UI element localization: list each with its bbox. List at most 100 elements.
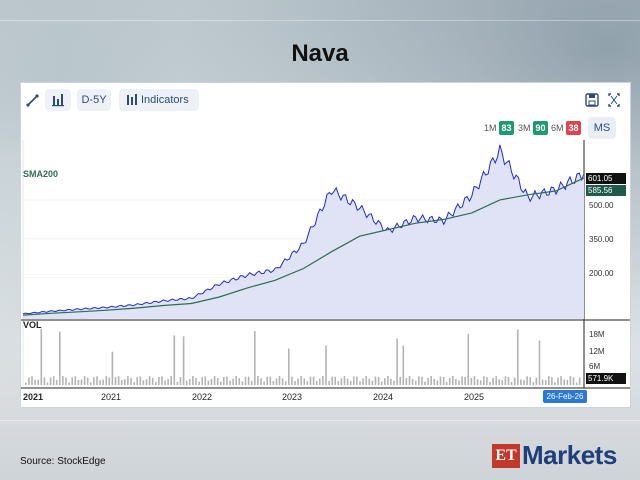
volume-bar [257,376,259,385]
volume-bar [40,329,43,385]
volume-bar [492,377,494,385]
volume-bar [541,379,544,385]
volume-bar [569,376,572,385]
volume-bar [322,376,324,385]
volume-bar [414,380,417,385]
volume-bar [139,376,142,385]
volume-bar [411,378,414,385]
volume-bar [486,377,488,385]
price-volume-chart [21,140,630,389]
volume-bar [204,376,207,385]
volume-bar [523,380,525,385]
volume-bar [59,331,61,385]
price-area [23,144,584,319]
volume-bar [340,378,343,385]
volume-bar [198,381,200,385]
volume-bar [250,380,253,385]
volume-bar [439,376,442,385]
volume-bar [93,377,95,385]
last-date-tag: 26-Feb-26 [543,390,587,403]
last-price-tag: 601.05 [586,173,626,184]
volume-bar [145,379,148,385]
volume-bar [374,376,377,385]
range-6m-label[interactable]: 6M [551,123,564,133]
volume-bar [288,348,290,385]
volume-bar [325,345,327,385]
x-label: 2025 [464,392,485,402]
expand-icon[interactable] [605,89,623,111]
volume-bar [173,335,176,385]
volume-bar [34,379,36,385]
volume-bar [263,381,265,385]
volume-bar [578,377,581,385]
indicators-button[interactable]: Indicators [119,89,199,111]
volume-bar [68,382,70,385]
ms-button[interactable]: MS [588,117,616,139]
volume-bar [309,376,312,385]
volume-bar [575,382,578,385]
volume-bar [452,376,454,385]
logo-et: ET [492,444,520,468]
volume-bar [470,377,473,385]
pencil-icon[interactable] [25,89,41,111]
volume-bar [43,377,46,385]
volume-bar [155,381,157,385]
range-3m-badge: 90 [533,121,548,135]
volume-bar [170,376,172,385]
last-volume-tag: 571.9K [586,373,626,384]
volume-bar [130,377,132,385]
volume-bar [433,379,436,385]
volume-bar [108,377,111,385]
volume-bar [393,380,395,385]
volume-bar [83,376,86,385]
volume-bar [278,376,281,385]
volume-bar [424,381,426,385]
volume-bar [551,377,553,385]
volume-bar [179,377,182,385]
volume-bar [52,376,55,385]
volume-bar [158,377,160,385]
volume-bar [402,345,405,385]
volume-bar [563,379,565,385]
price-tick: 200.00 [589,269,614,278]
volume-bar [284,381,287,385]
volume-bar [226,376,228,385]
volume-bar [254,331,256,385]
volume-bar [455,379,457,385]
volume-bar [25,382,27,385]
volume-bar [114,377,117,385]
volume-label: VOL [23,320,42,330]
range-3m-label[interactable]: 3M [518,123,531,133]
volume-bar [297,378,299,385]
volume-bar [421,376,423,385]
volume-bar [448,378,451,385]
volume-bar [124,379,126,385]
volume-bar [90,382,92,385]
range-1m-label[interactable]: 1M [484,123,497,133]
volume-bar [538,340,541,385]
save-icon[interactable] [583,89,601,111]
volume-bar [266,376,268,385]
volume-bar [498,379,500,385]
volume-tick: 6M [589,362,601,371]
volume-bar [65,377,67,385]
bg-line [0,420,640,421]
volume-bar [142,380,145,385]
volume-bar [31,376,33,385]
volume-bar [507,377,510,385]
volume-bar [532,382,535,385]
volume-bar [408,376,411,385]
volume-bar [387,376,389,385]
chart-type-button[interactable] [45,89,71,111]
volume-bar [291,376,293,385]
volume-bar [269,376,272,385]
period-button[interactable]: D-5Y [77,89,111,111]
volume-bar [328,381,330,385]
volume-bar [127,376,129,385]
volume-bar [461,376,463,385]
volume-bar [210,378,213,385]
volume-bar [201,376,203,385]
volume-bar [220,381,222,385]
volume-bar [182,336,185,385]
volume-bar [235,376,237,385]
